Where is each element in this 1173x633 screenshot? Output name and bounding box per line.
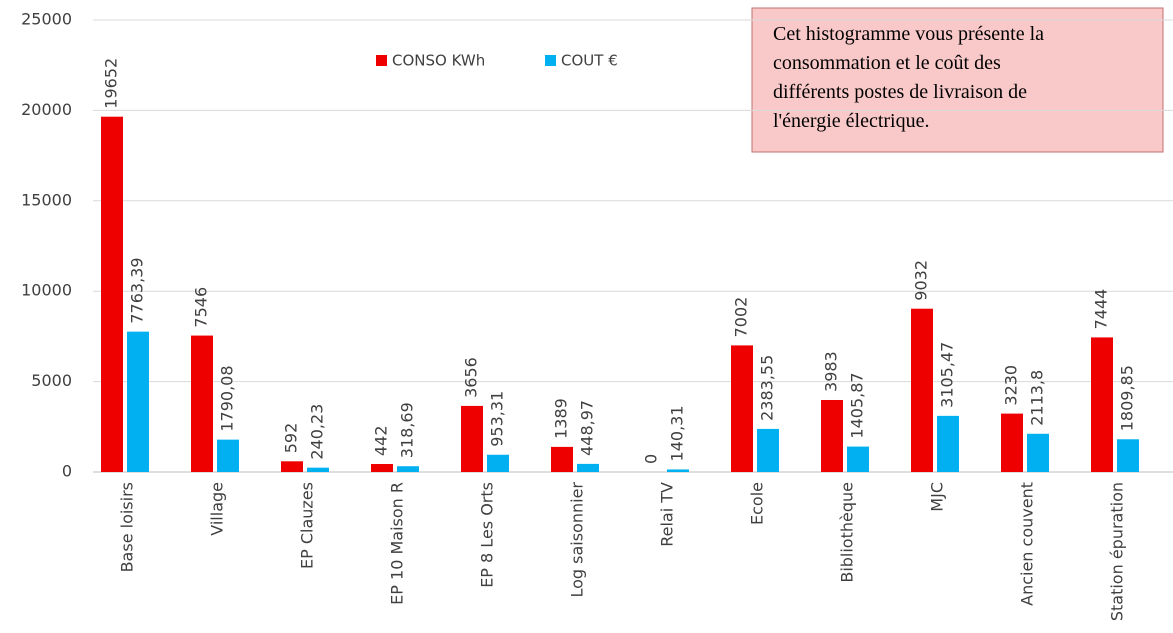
bar: [217, 439, 239, 472]
data-label: 318,69: [398, 402, 417, 458]
x-tick-label: Station épuration: [1108, 482, 1127, 621]
annotation-box: [751, 7, 1164, 153]
y-tick-label: 10000: [21, 281, 72, 300]
bar: [397, 466, 419, 472]
annotation-text: différents postes de livraison de: [773, 81, 1027, 103]
y-tick-label: 15000: [21, 190, 72, 209]
y-tick-label: 5000: [31, 371, 72, 390]
legend-swatch: [545, 55, 556, 66]
legend-label: COUT €: [561, 52, 618, 70]
data-label: 3983: [822, 351, 841, 392]
data-label: 0: [642, 454, 661, 464]
y-tick-label: 25000: [21, 10, 72, 29]
data-label: 953,31: [488, 391, 507, 447]
annotation-text: Cet histogramme vous présente la: [773, 23, 1044, 45]
y-tick-label: 0: [62, 462, 72, 481]
x-tick-label: Ecole: [748, 482, 767, 525]
x-tick-label: EP Clauzes: [298, 482, 317, 569]
bar: [487, 454, 509, 472]
bar: [461, 405, 483, 472]
bar: [757, 428, 779, 472]
bar: [281, 461, 303, 472]
data-label: 592: [282, 423, 301, 454]
data-label: 1809,85: [1118, 365, 1137, 431]
legend-swatch: [376, 55, 387, 66]
bar: [307, 467, 329, 472]
data-label: 7763,39: [128, 257, 147, 323]
data-label: 7546: [192, 287, 211, 328]
data-label: 240,23: [308, 404, 327, 460]
bar: [551, 446, 573, 472]
y-tick-label: 20000: [21, 100, 72, 119]
annotation-text: consommation et le coût des: [773, 52, 1001, 74]
x-tick-label: MJC: [928, 482, 947, 512]
data-label: 1389: [552, 398, 571, 439]
bar: [1091, 337, 1113, 472]
bar: [821, 399, 843, 472]
bar: [847, 446, 869, 472]
annotation-text: l'énergie électrique.: [773, 110, 929, 132]
data-label: 3105,47: [938, 342, 957, 408]
x-tick-label: Village: [208, 482, 227, 536]
bar: [127, 331, 149, 472]
data-label: 19652: [102, 58, 121, 109]
data-label: 7444: [1092, 289, 1111, 330]
bar: [1027, 433, 1049, 472]
data-label: 3656: [462, 357, 481, 398]
data-label: 3230: [1002, 365, 1021, 406]
data-label: 448,97: [578, 400, 597, 456]
bar: [101, 116, 123, 473]
bar: [1001, 413, 1023, 472]
bar: [937, 415, 959, 472]
data-label: 1405,87: [848, 372, 867, 438]
bar: [667, 469, 689, 472]
bar: [577, 463, 599, 472]
data-label: 2383,55: [758, 355, 777, 421]
data-label: 2113,8: [1028, 370, 1047, 426]
legend-label: CONSO KWh: [392, 52, 485, 70]
x-tick-label: Log saisonnier: [568, 482, 587, 598]
bar: [1117, 439, 1139, 472]
data-label: 9032: [912, 260, 931, 301]
bar: [371, 464, 393, 472]
data-label: 1790,08: [218, 365, 237, 431]
data-label: 7002: [732, 297, 751, 338]
data-label: 442: [372, 425, 391, 456]
data-label: 140,31: [668, 405, 687, 461]
x-tick-label: EP 10 Maison R: [388, 482, 407, 605]
x-tick-label: Base loisirs: [118, 482, 137, 572]
x-tick-label: Bibliothèque: [838, 482, 857, 583]
x-tick-label: Relai TV: [658, 482, 677, 547]
bar: [191, 335, 213, 472]
x-tick-label: EP 8 Les Orts: [478, 482, 497, 588]
bar: [731, 345, 753, 472]
x-tick-label: Ancien couvent: [1018, 482, 1037, 606]
bar: [911, 308, 933, 472]
